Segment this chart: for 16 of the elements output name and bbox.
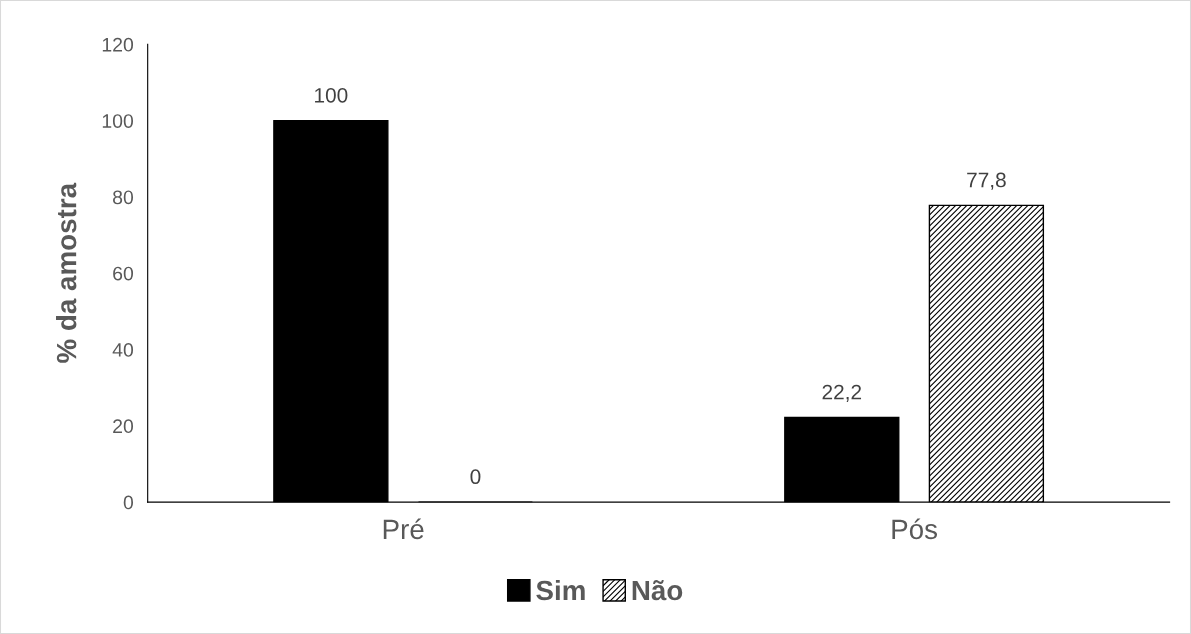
data-label: 77,8 — [967, 172, 1006, 190]
legend-label: Não — [632, 580, 683, 601]
y-axis-title: % da amostra — [56, 182, 77, 363]
y-tick-label: 120 — [102, 37, 134, 52]
data-label: 100 — [315, 87, 348, 103]
data-label: 0 — [470, 469, 481, 485]
legend-label: Sim — [536, 579, 585, 601]
y-tick-label: 60 — [113, 266, 134, 281]
y-tick-label: 80 — [113, 190, 134, 205]
y-tick-label: 0 — [123, 495, 134, 510]
y-tick-label: 100 — [102, 114, 134, 128]
x-tick-label: Pós — [892, 518, 938, 540]
data-label: 22,2 — [822, 384, 862, 402]
x-tick-label: Pré — [383, 518, 424, 540]
y-tick-label: 20 — [113, 419, 134, 434]
y-tick-label: 40 — [112, 343, 134, 357]
